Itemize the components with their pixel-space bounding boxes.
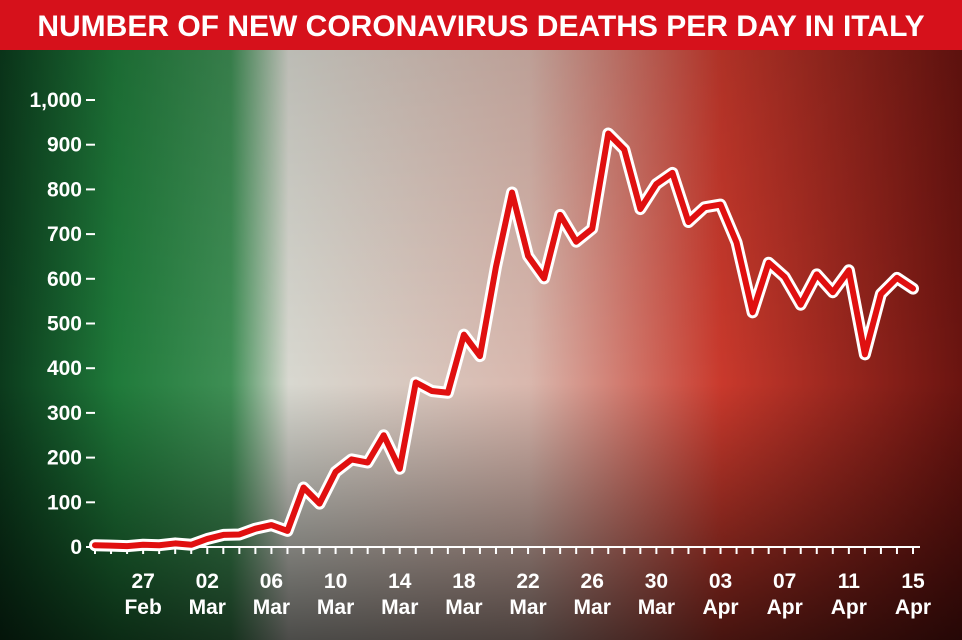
y-tick-label: 600 <box>47 268 82 291</box>
y-tick-label: 1,000 <box>29 89 82 112</box>
y-tick-label: 500 <box>47 313 82 336</box>
x-tick-label: 11 Apr <box>831 570 867 619</box>
y-tick-label: 700 <box>47 223 82 246</box>
y-tick-label: 400 <box>47 357 82 380</box>
y-tick-label: 0 <box>70 536 82 559</box>
x-tick-label: 03 Apr <box>702 570 738 619</box>
y-tick-label: 100 <box>47 491 82 514</box>
chart-title: NUMBER OF NEW CORONAVIRUS DEATHS PER DAY… <box>37 10 924 43</box>
y-tick-label: 800 <box>47 178 82 201</box>
title-banner <box>0 0 962 50</box>
x-tick-label: 27 Feb <box>124 570 161 619</box>
x-tick-label: 18 Mar <box>445 570 482 619</box>
x-tick-label: 14 Mar <box>381 570 418 619</box>
x-tick-label: 22 Mar <box>509 570 546 619</box>
y-tick-label: 900 <box>47 134 82 157</box>
x-tick-label: 02 Mar <box>189 570 226 619</box>
line <box>92 130 916 550</box>
x-tick-label: 10 Mar <box>317 570 354 619</box>
y-tick-label: 300 <box>47 402 82 425</box>
x-tick-label: 15 Apr <box>895 570 931 619</box>
y-tick-label: 200 <box>47 447 82 470</box>
x-tick-label: 26 Mar <box>574 570 611 619</box>
x-tick-label: 06 Mar <box>253 570 290 619</box>
x-tick-label: 07 Apr <box>767 570 803 619</box>
x-tick-label: 30 Mar <box>638 570 675 619</box>
